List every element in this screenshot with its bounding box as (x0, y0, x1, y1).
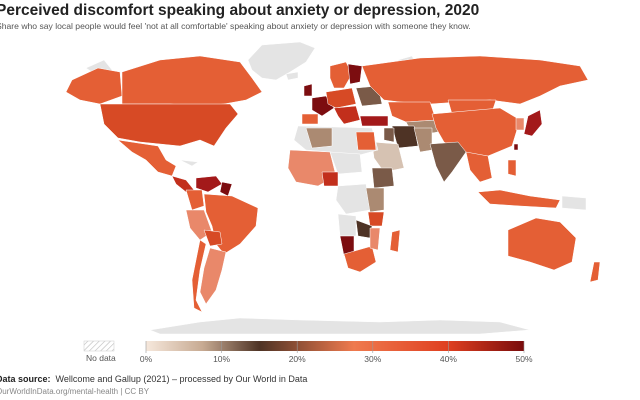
region-iraq[interactable] (383, 127, 395, 143)
region-egypt[interactable] (355, 131, 377, 151)
region-east-africa[interactable] (365, 187, 385, 213)
legend-tick-label: 20% (289, 354, 306, 364)
legend-tick-label: 30% (364, 354, 381, 364)
region-morocco-algeria[interactable] (305, 127, 333, 149)
region-south-africa[interactable] (343, 245, 377, 273)
color-legend: No data 0% 10% 20% 30% 40% 50% (83, 340, 533, 364)
region-taiwan[interactable] (513, 143, 519, 151)
source-link[interactable]: OurWorldInData.org/mental-health | CC BY (0, 387, 150, 396)
world-map (65, 41, 601, 335)
region-central-europe[interactable] (325, 87, 357, 109)
region-italy-balkans[interactable] (333, 105, 361, 125)
region-usa[interactable] (99, 103, 239, 147)
chart-subtitle: Share who say local people would feel 'n… (0, 21, 471, 31)
region-scandinavia[interactable] (329, 61, 353, 89)
region-alaska[interactable] (65, 67, 123, 105)
region-antarctica[interactable] (149, 317, 531, 335)
legend-tick-label: 40% (440, 354, 457, 364)
data-source: Data source: Wellcome and Gallup (2021) … (0, 374, 307, 384)
region-iran[interactable] (391, 125, 419, 149)
region-turkey[interactable] (359, 115, 389, 127)
chart-title: Perceived discomfort speaking about anxi… (0, 2, 480, 19)
region-madagascar[interactable] (389, 229, 401, 253)
no-data-label: No data (86, 353, 116, 363)
region-new-zealand[interactable] (589, 261, 601, 283)
legend-tick-label: 10% (213, 354, 230, 364)
region-uk[interactable] (303, 83, 313, 97)
region-southeast-asia[interactable] (465, 151, 493, 183)
region-cuba[interactable] (179, 159, 199, 167)
legend-tick-label: 50% (515, 354, 532, 364)
region-central-america[interactable] (171, 175, 195, 193)
region-canada[interactable] (121, 55, 263, 107)
region-philippines[interactable] (507, 159, 517, 177)
region-russia[interactable] (361, 55, 589, 105)
region-nigeria[interactable] (321, 171, 339, 187)
region-venezuela[interactable] (195, 175, 223, 193)
region-tanzania[interactable] (367, 211, 385, 227)
region-india[interactable] (429, 141, 467, 183)
region-ethiopia[interactable] (371, 167, 395, 189)
region-sahel[interactable] (329, 151, 363, 175)
region-mexico[interactable] (117, 139, 177, 177)
region-chile[interactable] (191, 239, 207, 313)
region-japan[interactable] (523, 109, 543, 137)
data-source-label: Data source: (0, 374, 51, 384)
no-data-swatch (83, 340, 115, 352)
region-kazakhstan[interactable] (387, 101, 437, 123)
region-mozambique[interactable] (369, 227, 381, 251)
region-argentina[interactable] (199, 247, 227, 305)
region-colombia[interactable] (185, 189, 205, 211)
data-source-text: Wellcome and Gallup (2021) – processed b… (55, 374, 308, 384)
region-papua[interactable] (561, 195, 587, 211)
region-korea[interactable] (515, 117, 525, 131)
region-greenland[interactable] (247, 41, 316, 81)
color-scale-bar (146, 341, 524, 351)
legend-tick-label: 0% (140, 354, 153, 364)
region-finland[interactable] (347, 63, 363, 85)
region-indonesia[interactable] (477, 189, 561, 209)
region-saudi-arabia[interactable] (371, 141, 405, 173)
region-central-africa[interactable] (335, 183, 371, 215)
region-guianas[interactable] (219, 181, 233, 197)
region-bolivia[interactable] (203, 229, 223, 247)
region-iceland[interactable] (285, 71, 299, 81)
region-angola[interactable] (337, 213, 357, 237)
region-australia[interactable] (507, 217, 577, 271)
region-spain[interactable] (301, 113, 319, 125)
